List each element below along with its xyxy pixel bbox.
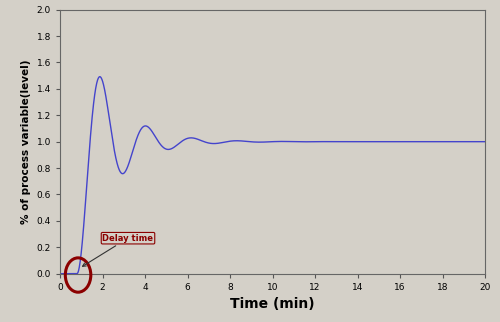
- Text: Delay time: Delay time: [82, 234, 154, 266]
- X-axis label: Time (min): Time (min): [230, 297, 315, 311]
- Y-axis label: % of process variable(level): % of process variable(level): [21, 60, 31, 224]
